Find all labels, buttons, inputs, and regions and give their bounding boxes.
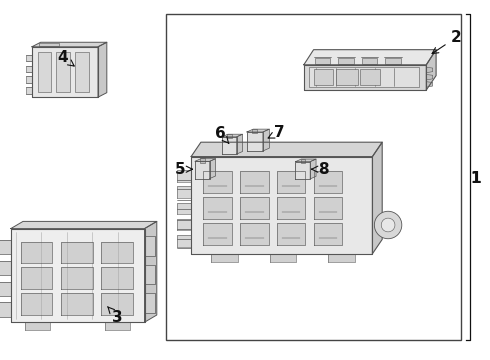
Polygon shape <box>177 219 191 230</box>
Circle shape <box>374 211 402 239</box>
Bar <box>26 66 32 72</box>
Polygon shape <box>145 236 155 256</box>
Polygon shape <box>25 322 50 330</box>
Polygon shape <box>11 229 145 322</box>
Polygon shape <box>191 142 382 157</box>
Text: 1: 1 <box>470 171 481 186</box>
Polygon shape <box>21 267 52 289</box>
Polygon shape <box>203 197 232 219</box>
Polygon shape <box>145 265 155 284</box>
Text: 6: 6 <box>215 126 229 143</box>
Polygon shape <box>177 235 191 247</box>
Bar <box>200 158 205 163</box>
Polygon shape <box>177 186 191 198</box>
Polygon shape <box>195 161 210 179</box>
Bar <box>26 55 32 61</box>
Polygon shape <box>310 159 316 179</box>
Polygon shape <box>203 223 232 245</box>
Bar <box>166 14 461 340</box>
Polygon shape <box>372 142 382 254</box>
Polygon shape <box>21 293 52 315</box>
Polygon shape <box>177 170 191 182</box>
Bar <box>314 69 333 85</box>
Polygon shape <box>426 67 433 73</box>
Polygon shape <box>304 50 436 65</box>
Bar <box>26 87 32 94</box>
Polygon shape <box>237 134 243 154</box>
Polygon shape <box>11 221 157 229</box>
Bar <box>75 52 89 92</box>
Polygon shape <box>0 282 11 296</box>
Polygon shape <box>211 254 238 262</box>
Polygon shape <box>277 171 305 193</box>
Polygon shape <box>98 42 107 97</box>
Polygon shape <box>61 242 93 263</box>
Polygon shape <box>61 293 93 315</box>
Polygon shape <box>295 159 316 162</box>
Polygon shape <box>101 293 133 315</box>
Bar <box>309 67 419 87</box>
Bar <box>38 52 51 92</box>
Text: 4: 4 <box>57 50 74 66</box>
Bar <box>315 58 330 64</box>
Text: 2: 2 <box>432 30 461 54</box>
Polygon shape <box>328 254 355 262</box>
Polygon shape <box>222 134 243 137</box>
Bar <box>227 134 232 138</box>
Polygon shape <box>101 267 133 289</box>
Circle shape <box>381 218 395 232</box>
Text: 7: 7 <box>268 125 285 140</box>
Polygon shape <box>270 254 296 262</box>
Polygon shape <box>240 223 269 245</box>
Polygon shape <box>247 129 270 132</box>
Text: 3: 3 <box>108 307 123 325</box>
Polygon shape <box>277 223 305 245</box>
Polygon shape <box>314 223 342 245</box>
Bar <box>301 159 305 163</box>
Polygon shape <box>210 159 216 179</box>
Polygon shape <box>263 129 270 151</box>
Polygon shape <box>0 302 11 317</box>
Bar <box>26 76 32 83</box>
Polygon shape <box>105 322 130 330</box>
Polygon shape <box>426 75 433 80</box>
Polygon shape <box>0 261 11 275</box>
Polygon shape <box>295 162 310 179</box>
Polygon shape <box>426 50 436 90</box>
Polygon shape <box>314 197 342 219</box>
Polygon shape <box>191 157 372 254</box>
Polygon shape <box>61 267 93 289</box>
Bar <box>39 43 59 46</box>
Polygon shape <box>145 293 155 313</box>
Polygon shape <box>195 159 216 161</box>
Text: 8: 8 <box>312 162 329 177</box>
Bar <box>336 69 358 85</box>
Polygon shape <box>314 171 342 193</box>
Bar <box>360 69 380 85</box>
Bar <box>252 129 257 134</box>
Bar <box>56 52 70 92</box>
Polygon shape <box>32 47 98 97</box>
Bar <box>338 58 354 64</box>
Bar <box>385 58 401 64</box>
Polygon shape <box>222 137 237 154</box>
Polygon shape <box>203 171 232 193</box>
Polygon shape <box>277 197 305 219</box>
Bar <box>362 58 377 64</box>
Polygon shape <box>426 82 433 87</box>
Text: 5: 5 <box>175 162 192 177</box>
Polygon shape <box>304 65 426 90</box>
Polygon shape <box>240 197 269 219</box>
Polygon shape <box>0 240 11 254</box>
Polygon shape <box>177 203 191 214</box>
Polygon shape <box>240 171 269 193</box>
Polygon shape <box>101 242 133 263</box>
Polygon shape <box>145 221 157 322</box>
Polygon shape <box>32 42 107 47</box>
Polygon shape <box>247 132 263 151</box>
Polygon shape <box>21 242 52 263</box>
Text: 1: 1 <box>470 171 481 186</box>
